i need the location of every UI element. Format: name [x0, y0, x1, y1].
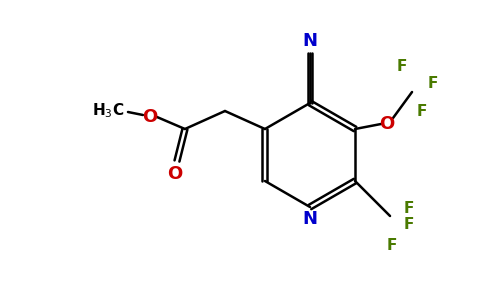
Text: O: O [167, 165, 182, 183]
Text: F: F [404, 200, 414, 215]
Text: F: F [428, 76, 439, 92]
Text: F: F [417, 104, 427, 119]
Text: N: N [302, 210, 318, 228]
Text: H$_3$C: H$_3$C [91, 102, 124, 120]
Text: F: F [397, 59, 407, 74]
Text: O: O [142, 108, 158, 126]
Text: F: F [387, 238, 397, 253]
Text: F: F [404, 217, 414, 232]
Text: N: N [302, 32, 318, 50]
Text: O: O [379, 115, 394, 133]
